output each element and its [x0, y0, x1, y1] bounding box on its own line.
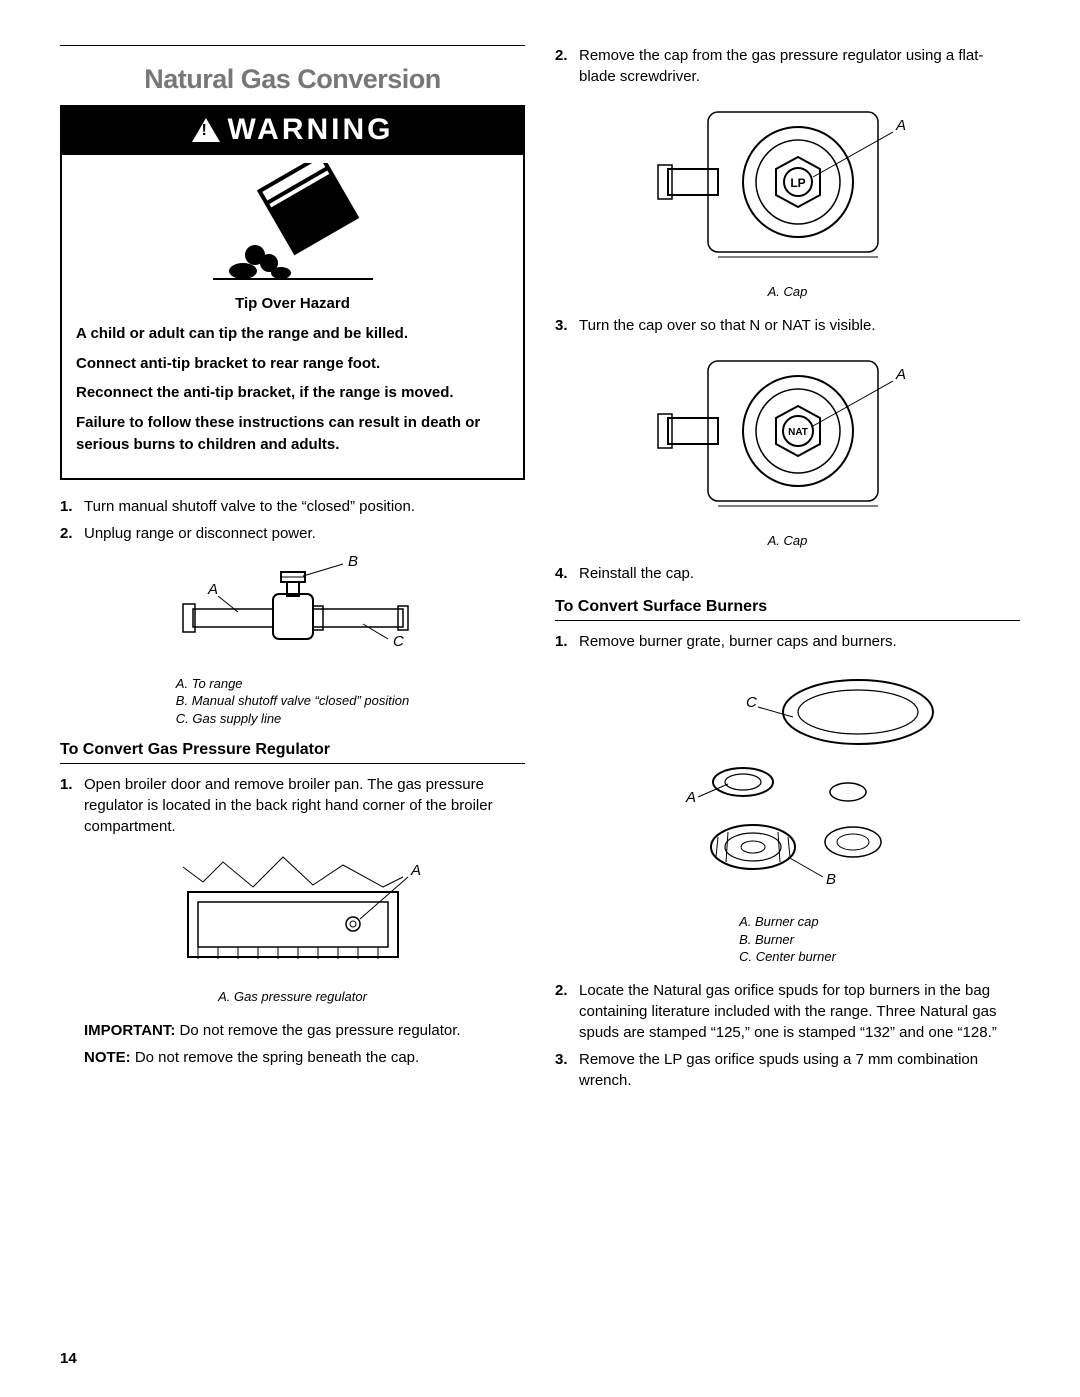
important-note: IMPORTANT: Do not remove the gas pressur… [84, 1020, 525, 1041]
step-text: Remove burner grate, burner caps and bur… [579, 631, 1020, 652]
svg-text:NAT: NAT [788, 427, 808, 438]
warning-line: A child or adult can tip the range and b… [76, 323, 509, 345]
step-text: Unplug range or disconnect power. [84, 523, 525, 544]
step-text: Locate the Natural gas orifice spuds for… [579, 980, 1020, 1043]
svg-text:A: A [685, 789, 696, 806]
regulator-lp-figure: LP A A. Cap [555, 97, 1020, 301]
step-num: 2. [555, 45, 579, 87]
caption-line: B. Manual shutoff valve “closed” positio… [176, 692, 409, 710]
note-text: Do not remove the spring beneath the cap… [131, 1049, 420, 1066]
step-text: Reinstall the cap. [579, 563, 1020, 584]
note: NOTE: Do not remove the spring beneath t… [84, 1047, 525, 1068]
caption-line: B. Burner [739, 931, 836, 949]
steps-list: 1. Turn manual shutoff valve to the “clo… [60, 496, 525, 544]
warning-text: Tip Over Hazard A child or adult can tip… [62, 289, 523, 478]
warning-line: Reconnect the anti-tip bracket, if the r… [76, 382, 509, 404]
important-text: Do not remove the gas pressure regulator… [175, 1022, 460, 1039]
step-num: 1. [60, 774, 84, 837]
figure-caption: A. Cap [555, 283, 1020, 301]
svg-text:A: A [410, 862, 421, 879]
important-label: IMPORTANT: [84, 1022, 175, 1039]
right-column: 2. Remove the cap from the gas pressure … [555, 45, 1020, 1097]
left-column: Natural Gas Conversion WARNING [60, 45, 525, 1097]
warning-line: Connect anti-tip bracket to rear range f… [76, 353, 509, 375]
label-A: A [207, 581, 218, 598]
svg-text:LP: LP [790, 176, 805, 190]
broiler-figure: A A. Gas pressure regulator [60, 847, 525, 1006]
subhead-burners: To Convert Surface Burners [555, 598, 1020, 621]
step-text: Open broiler door and remove broiler pan… [84, 774, 525, 837]
step-item: 3. Remove the LP gas orifice spuds using… [555, 1049, 1020, 1091]
step-item: 1. Open broiler door and remove broiler … [60, 774, 525, 837]
step-text: Remove the cap from the gas pressure reg… [579, 45, 1020, 87]
step-num: 1. [60, 496, 84, 517]
caption-line: A. To range [176, 675, 409, 693]
step-num: 3. [555, 315, 579, 336]
step-num: 1. [555, 631, 579, 652]
rule [60, 45, 525, 46]
warning-triangle-icon [192, 118, 220, 142]
caption-line: A. Burner cap [739, 913, 836, 931]
figure-caption: A. To range B. Manual shutoff valve “clo… [60, 675, 525, 728]
warning-header-text: WARNING [228, 113, 394, 147]
step-text: Turn the cap over so that N or NAT is vi… [579, 315, 1020, 336]
page-content: Natural Gas Conversion WARNING [60, 45, 1020, 1097]
label-B: B [348, 554, 358, 570]
step-item: 3. Turn the cap over so that N or NAT is… [555, 315, 1020, 336]
steps-list: 2. Remove the cap from the gas pressure … [555, 45, 1020, 87]
figure-caption: A. Gas pressure regulator [60, 988, 525, 1006]
steps-list: 1. Open broiler door and remove broiler … [60, 774, 525, 837]
figure-caption: A. Cap [555, 532, 1020, 550]
steps-list: 4. Reinstall the cap. [555, 563, 1020, 584]
subhead-regulator: To Convert Gas Pressure Regulator [60, 741, 525, 764]
svg-text:A: A [895, 117, 906, 134]
warning-box: WARNING [60, 105, 525, 480]
step-item: 1. Remove burner grate, burner caps and … [555, 631, 1020, 652]
valve-figure: A B C A. To range B. Manual shutoff valv… [60, 554, 525, 728]
label-C: C [393, 633, 404, 650]
steps-list: 3. Turn the cap over so that N or NAT is… [555, 315, 1020, 336]
caption-line: C. Gas supply line [176, 710, 409, 728]
step-num: 3. [555, 1049, 579, 1091]
step-item: 2. Locate the Natural gas orifice spuds … [555, 980, 1020, 1043]
section-title: Natural Gas Conversion [60, 64, 525, 95]
hazard-title: Tip Over Hazard [76, 293, 509, 315]
step-item: 4. Reinstall the cap. [555, 563, 1020, 584]
burner-figure: A B C A. Burner cap B. Burner C. Center … [555, 662, 1020, 966]
step-item: 1. Turn manual shutoff valve to the “clo… [60, 496, 525, 517]
svg-text:A: A [895, 366, 906, 383]
steps-list: 2. Locate the Natural gas orifice spuds … [555, 980, 1020, 1091]
step-text: Remove the LP gas orifice spuds using a … [579, 1049, 1020, 1091]
step-num: 2. [555, 980, 579, 1043]
step-text: Turn manual shutoff valve to the “closed… [84, 496, 525, 517]
step-num: 2. [60, 523, 84, 544]
step-item: 2. Unplug range or disconnect power. [60, 523, 525, 544]
svg-text:B: B [826, 871, 836, 888]
regulator-nat-figure: NAT A A. Cap [555, 346, 1020, 550]
svg-text:C: C [746, 694, 757, 711]
step-item: 2. Remove the cap from the gas pressure … [555, 45, 1020, 87]
steps-list: 1. Remove burner grate, burner caps and … [555, 631, 1020, 652]
tip-over-illustration [62, 155, 523, 289]
caption-line: C. Center burner [739, 948, 836, 966]
page-number: 14 [60, 1350, 77, 1367]
step-num: 4. [555, 563, 579, 584]
note-label: NOTE: [84, 1049, 131, 1066]
warning-line: Failure to follow these instructions can… [76, 412, 509, 456]
figure-caption: A. Burner cap B. Burner C. Center burner [555, 913, 1020, 966]
warning-header: WARNING [62, 107, 523, 155]
